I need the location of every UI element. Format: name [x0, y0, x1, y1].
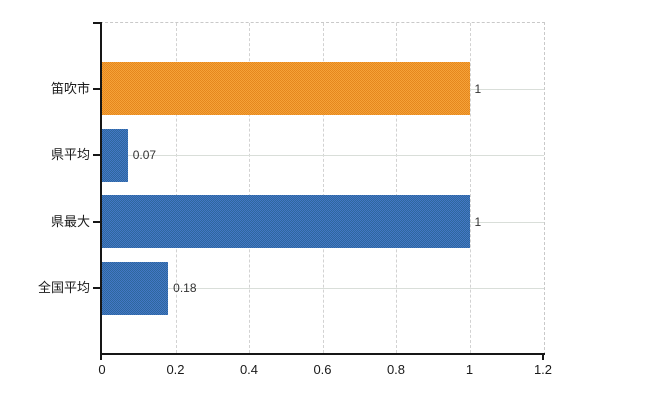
x-tick-label: 1.2	[533, 362, 553, 377]
y-axis-line	[100, 22, 102, 355]
category-tick	[93, 87, 100, 90]
x-tick-label: 0.6	[313, 362, 332, 377]
bar-value-label: 0.07	[132, 148, 157, 162]
category-tick-label: 県平均	[50, 147, 90, 162]
bar	[102, 62, 470, 115]
gridline-vertical	[396, 23, 397, 353]
gridline-vertical	[469, 23, 471, 353]
category-tick	[93, 220, 100, 223]
y-axis-end-tick	[93, 22, 100, 24]
category-tick	[93, 287, 100, 289]
gridline-vertical	[249, 23, 250, 353]
gridline-vertical	[322, 23, 324, 353]
category-tick-label: 県最大	[50, 213, 90, 229]
category-tick-label: 笛吹市	[50, 80, 90, 96]
x-tick-label: 0.8	[386, 362, 406, 377]
gridline-vertical	[175, 23, 177, 353]
bar	[102, 195, 470, 248]
x-tick-label: 1	[465, 362, 474, 377]
x-tick-label: 0.2	[166, 362, 185, 377]
x-axis-tick-min	[100, 355, 102, 360]
bar	[102, 128, 128, 182]
plot-frame-top	[100, 22, 545, 23]
bar-value-label: 0.18	[173, 281, 197, 295]
x-tick-label: 0	[98, 362, 106, 377]
plot-frame-right	[544, 22, 545, 355]
plot-area: 1 0.07 1 0.18	[93, 22, 545, 360]
x-axis-tick-max	[542, 355, 544, 360]
bar-value-label: 1	[474, 81, 482, 96]
x-axis-line	[100, 353, 545, 355]
gridline-horizontal	[102, 155, 544, 156]
x-tick-label: 0.4	[239, 362, 259, 377]
gridline-horizontal	[102, 288, 544, 289]
category-tick	[93, 154, 100, 156]
bar	[102, 261, 169, 315]
category-tick-label: 全国平均	[37, 280, 90, 295]
bar-value-label: 1	[474, 214, 482, 229]
